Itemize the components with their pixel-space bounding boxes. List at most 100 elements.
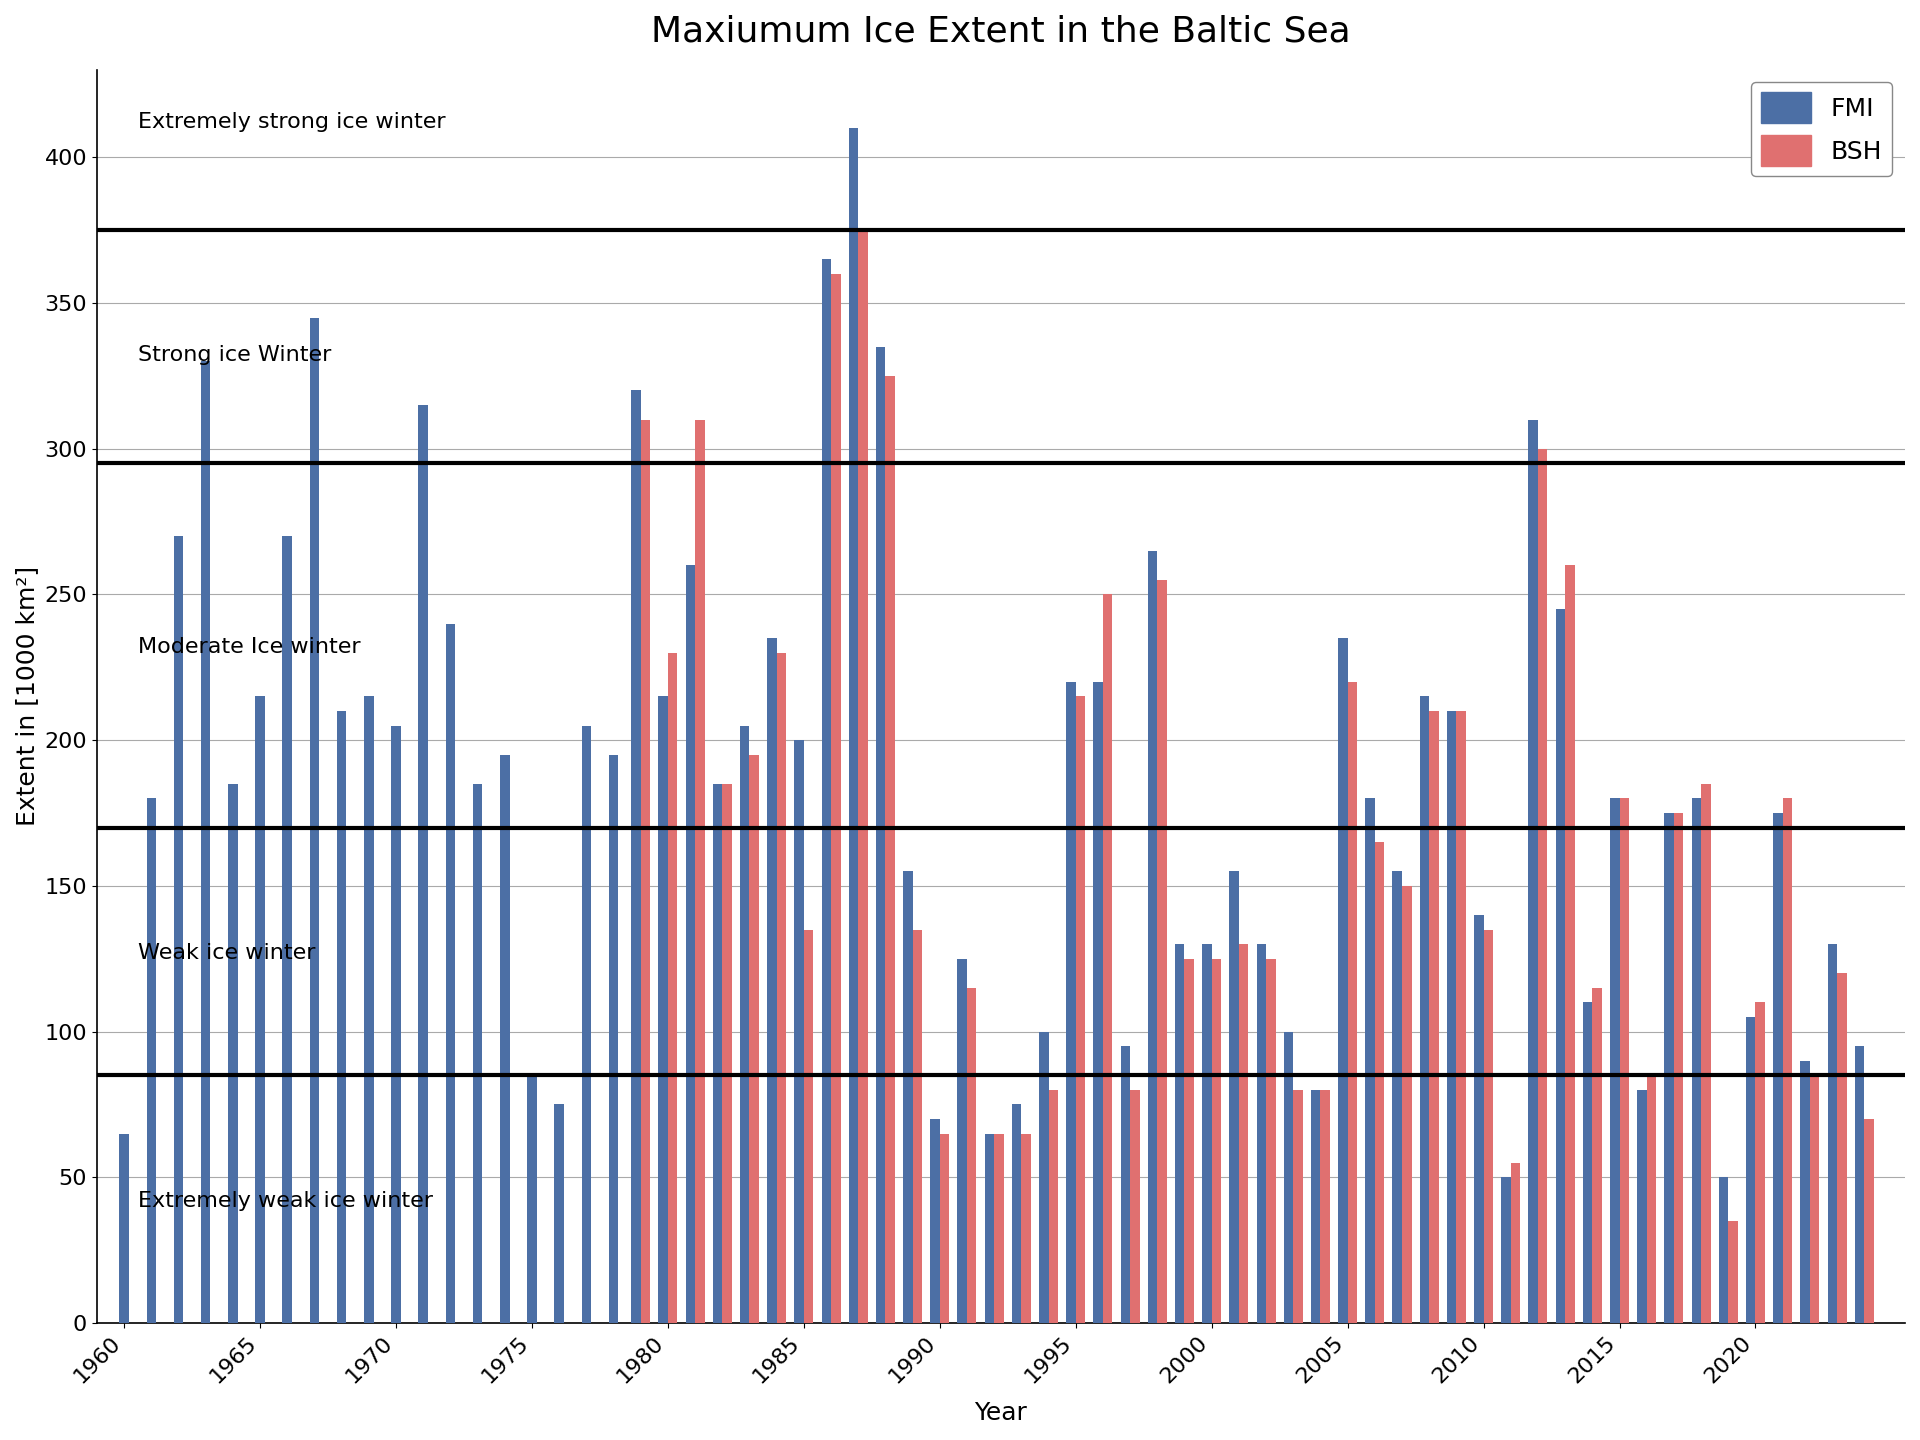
Bar — [1755, 1002, 1764, 1323]
Bar — [1619, 798, 1628, 1323]
Bar — [1647, 1076, 1657, 1323]
Bar — [739, 726, 749, 1323]
Bar — [1501, 1178, 1511, 1323]
Bar — [1828, 945, 1837, 1323]
Bar — [445, 624, 455, 1323]
Bar — [1348, 681, 1357, 1323]
Bar — [831, 274, 841, 1323]
Bar — [722, 783, 732, 1323]
Text: Extremely strong ice winter: Extremely strong ice winter — [138, 112, 445, 132]
Bar — [1402, 886, 1411, 1323]
Bar — [365, 697, 374, 1323]
Bar — [1131, 1090, 1140, 1323]
Bar — [1175, 945, 1185, 1323]
Bar — [472, 783, 482, 1323]
Bar — [1528, 419, 1538, 1323]
Bar — [1692, 798, 1701, 1323]
Bar — [958, 959, 968, 1323]
Text: Strong ice Winter: Strong ice Winter — [138, 346, 330, 366]
Bar — [1864, 1119, 1874, 1323]
Bar — [995, 1133, 1004, 1323]
Bar — [1021, 1133, 1031, 1323]
Bar — [1148, 550, 1158, 1323]
Text: Extremely weak ice winter: Extremely weak ice winter — [138, 1191, 432, 1211]
Bar — [1811, 1076, 1820, 1323]
Bar — [146, 798, 156, 1323]
Bar — [902, 871, 912, 1323]
Bar — [1075, 697, 1085, 1323]
Bar — [1212, 959, 1221, 1323]
Bar — [1202, 945, 1212, 1323]
Bar — [668, 652, 678, 1323]
Bar — [499, 755, 509, 1323]
Bar — [555, 1104, 564, 1323]
Bar — [202, 361, 211, 1323]
Bar — [1365, 798, 1375, 1323]
Bar — [1229, 871, 1238, 1323]
Y-axis label: Extent in [1000 km²]: Extent in [1000 km²] — [15, 566, 38, 827]
Bar — [685, 566, 695, 1323]
Bar — [768, 638, 776, 1323]
Bar — [939, 1133, 948, 1323]
Bar — [1457, 711, 1465, 1323]
Bar — [1611, 798, 1619, 1323]
Bar — [1582, 1002, 1592, 1323]
Bar — [1701, 783, 1711, 1323]
Bar — [1338, 638, 1348, 1323]
Bar — [1801, 1061, 1811, 1323]
Bar — [255, 697, 265, 1323]
Bar — [1855, 1045, 1864, 1323]
Bar — [1448, 711, 1457, 1323]
Bar — [1392, 871, 1402, 1323]
Bar — [804, 930, 814, 1323]
Bar — [1158, 580, 1167, 1323]
Bar — [659, 697, 668, 1323]
Text: Weak ice winter: Weak ice winter — [138, 943, 315, 963]
Bar — [1284, 1031, 1294, 1323]
Bar — [1674, 814, 1684, 1323]
Title: Maxiumum Ice Extent in the Baltic Sea: Maxiumum Ice Extent in the Baltic Sea — [651, 14, 1352, 49]
Bar — [1728, 1221, 1738, 1323]
Bar — [695, 419, 705, 1323]
Bar — [1475, 914, 1484, 1323]
Bar — [228, 783, 238, 1323]
Bar — [712, 783, 722, 1323]
Bar — [528, 1076, 538, 1323]
Bar — [776, 652, 785, 1323]
Bar — [282, 536, 292, 1323]
Bar — [1665, 814, 1674, 1323]
Bar — [912, 930, 922, 1323]
Bar — [119, 1133, 129, 1323]
Bar — [1121, 1045, 1131, 1323]
Bar — [582, 726, 591, 1323]
Bar — [336, 711, 346, 1323]
Bar — [1428, 711, 1438, 1323]
Bar — [1294, 1090, 1304, 1323]
Bar — [876, 347, 885, 1323]
Bar — [1745, 1017, 1755, 1323]
Bar — [1538, 449, 1548, 1323]
Bar — [1311, 1090, 1321, 1323]
Bar — [822, 259, 831, 1323]
X-axis label: Year: Year — [975, 1401, 1027, 1426]
Bar — [632, 390, 641, 1323]
Bar — [1238, 945, 1248, 1323]
Bar — [1039, 1031, 1048, 1323]
Bar — [795, 740, 804, 1323]
Bar — [1048, 1090, 1058, 1323]
Bar — [1555, 609, 1565, 1323]
Bar — [1256, 945, 1265, 1323]
Bar — [1782, 798, 1791, 1323]
Bar — [885, 376, 895, 1323]
Bar — [1102, 595, 1112, 1323]
Bar — [985, 1133, 995, 1323]
Bar — [1321, 1090, 1331, 1323]
Bar — [1774, 814, 1782, 1323]
Bar — [609, 755, 618, 1323]
Bar — [309, 317, 319, 1323]
Bar — [1012, 1104, 1021, 1323]
Legend: FMI, BSH: FMI, BSH — [1751, 82, 1893, 176]
Bar — [1265, 959, 1275, 1323]
Bar — [419, 405, 428, 1323]
Bar — [641, 419, 651, 1323]
